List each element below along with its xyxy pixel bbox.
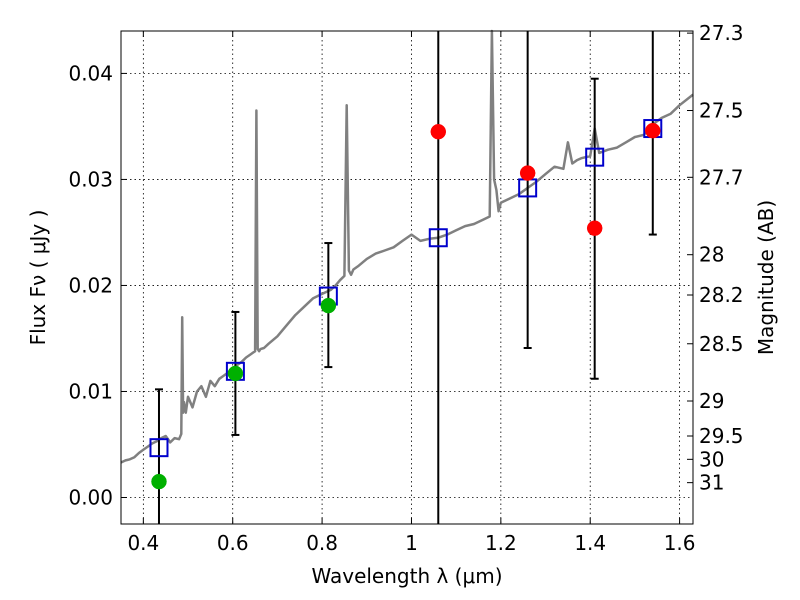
detection-point [151, 473, 167, 490]
mag-tick-label: 31 [699, 471, 724, 495]
upper-limit-point [430, 123, 447, 140]
plot-frame [120, 30, 694, 525]
x-tick-label: 1.2 [485, 531, 517, 555]
y-tick-label: 0.01 [68, 379, 113, 403]
x-tick-label: 0.8 [306, 531, 338, 555]
y-axis-label: Flux Fν ( μJy ) [26, 210, 50, 346]
x-tick-label: 0.6 [217, 531, 249, 555]
y-tick-label: 0.02 [68, 273, 113, 297]
y-tick-label: 0.00 [68, 485, 113, 509]
grid-layer [121, 31, 693, 524]
upper-limit-point [519, 165, 536, 181]
spectrum-line [120, 29, 694, 464]
x-axis-label: Wavelength λ (μm) [311, 564, 502, 588]
y-tick-label: 0.03 [68, 167, 113, 191]
y2-axis-label: Magnitude (AB) [754, 200, 778, 355]
model-photometry-point [585, 147, 605, 167]
mag-tick-label: 27.7 [699, 165, 744, 189]
mag-tick-label: 28.2 [699, 283, 744, 307]
mag-tick-label: 29 [699, 389, 724, 413]
detection-point [227, 365, 244, 382]
mag-tick-label: 29.5 [699, 424, 744, 448]
marker-layer [149, 119, 663, 490]
mag-tick-label: 30 [699, 447, 724, 471]
spectrum-layer [120, 29, 694, 464]
y-tick-label: 0.04 [68, 61, 113, 85]
label-layer: Wavelength λ (μm) Flux Fν ( μJy ) Magnit… [26, 200, 778, 588]
errorbar-layer [154, 31, 657, 524]
detection-point [320, 297, 337, 314]
x-tick-label: 1.6 [664, 531, 696, 555]
mag-tick-label: 28 [699, 243, 724, 267]
tick-layer: 0.4 0.6 0.8 1 1.2 1.4 1.6 0.00 0.01 0.02 0.03 0.04 2… [68, 21, 743, 555]
mag-tick-label: 27.3 [699, 21, 744, 45]
x-tick-label: 1.4 [574, 531, 606, 555]
mag-tick-label: 27.5 [699, 99, 744, 123]
mag-tick-label: 28.5 [699, 332, 744, 356]
model-photometry-point [428, 228, 448, 248]
x-tick-label: 0.4 [127, 531, 159, 555]
model-photometry-point [149, 438, 169, 458]
upper-limit-point [586, 220, 603, 236]
upper-limit-point [645, 122, 661, 139]
x-tick-label: 1 [405, 531, 418, 555]
